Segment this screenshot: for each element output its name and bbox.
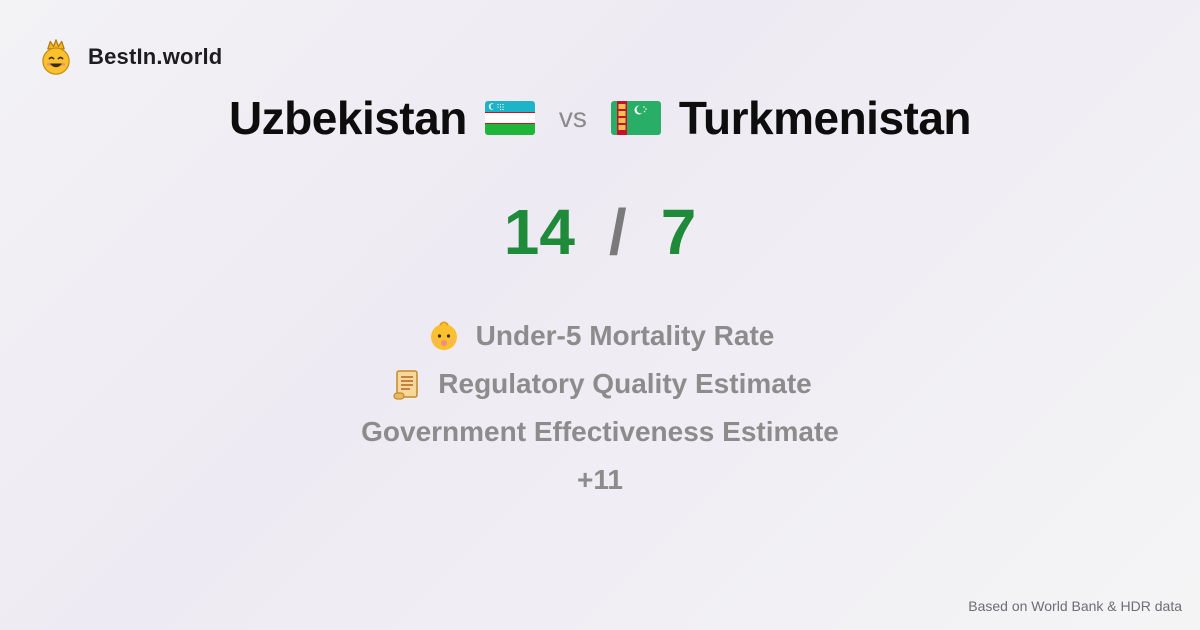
vs-label: vs: [558, 102, 587, 133]
brand-name: BestIn.world: [88, 44, 223, 69]
data-source-note: Based on World Bank & HDR data: [968, 598, 1182, 614]
baby-icon: [430, 321, 457, 350]
metrics-list: Under-5 Mortality Rate Regulatory Qualit…: [0, 312, 1200, 504]
metric-label: Regulatory Quality Estimate: [438, 368, 812, 399]
metric-item: Regulatory Quality Estimate: [388, 360, 812, 408]
score-display: 14 / 7: [0, 192, 1200, 272]
left-score: 14: [503, 196, 575, 268]
left-country-name[interactable]: Uzbekistan: [228, 92, 467, 144]
turkmenistan-flag-icon: [610, 101, 661, 135]
crowned-smiley-icon: [42, 39, 70, 75]
metric-label: Under-5 Mortality Rate: [475, 320, 775, 351]
right-score: 7: [660, 196, 697, 268]
brand-logo[interactable]: BestIn.world: [38, 36, 222, 78]
metric-item: Under-5 Mortality Rate: [426, 312, 775, 360]
metric-label: +11: [577, 464, 623, 495]
metric-item: Government Effectiveness Estimate: [361, 408, 839, 456]
right-country-name[interactable]: Turkmenistan: [678, 92, 972, 144]
metric-label: Government Effectiveness Estimate: [361, 416, 839, 447]
comparison-title: Uzbekistan vs Turkmenistan: [0, 86, 1200, 150]
more-metrics-count[interactable]: +11: [577, 456, 623, 504]
uzbekistan-flag-icon: [484, 101, 535, 135]
scroll-icon: [393, 370, 419, 400]
score-separator: /: [608, 196, 627, 268]
